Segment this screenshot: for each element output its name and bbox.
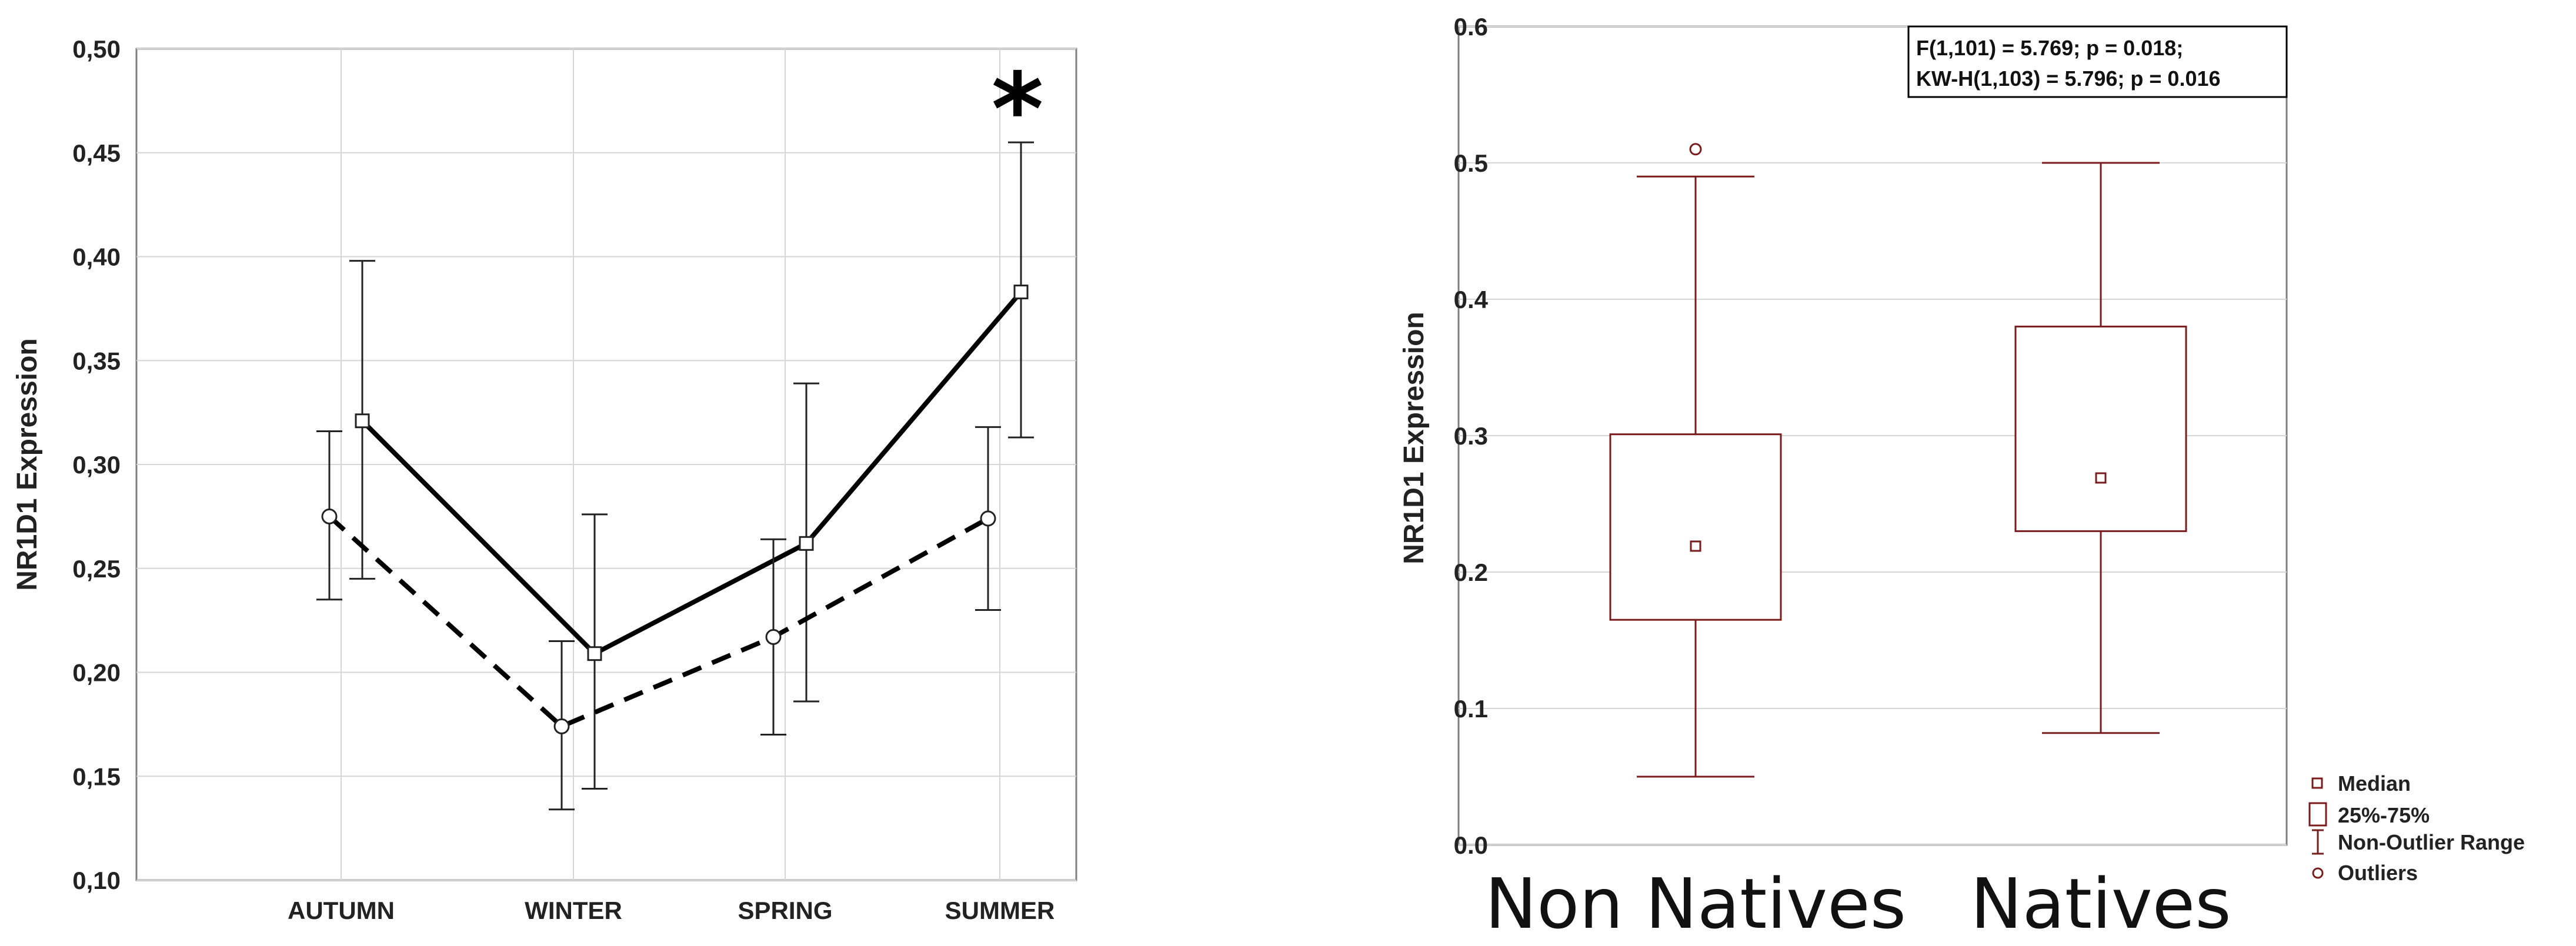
right-y-tick-label: 0.6	[1454, 13, 1488, 41]
right-grid	[1459, 26, 2287, 845]
left-y-tick-label: 0,50	[72, 35, 121, 63]
legend-quartile-label: 25%-75%	[2338, 803, 2430, 827]
left-y-axis-label: NR1D1 Expression	[12, 338, 43, 591]
series-line-dashed	[328, 514, 989, 729]
legend-range-label: Non-Outlier Range	[2338, 830, 2525, 854]
right-y-tick-label: 0.0	[1454, 831, 1488, 859]
stats-line-kruskal: KW-H(1,103) = 5.796; p = 0.016	[1916, 66, 2221, 91]
outlier-point	[1689, 143, 1702, 156]
left-y-tick-label: 0,40	[72, 243, 121, 271]
data-point-circle	[553, 718, 570, 734]
right-x-tick-label: Non Natives	[1485, 863, 1906, 944]
left-y-tick-label: 0,25	[72, 555, 121, 583]
left-x-tick-label: SUMMER	[945, 897, 1055, 924]
iqr-box	[1609, 433, 1782, 621]
legend-median-label: Median	[2338, 771, 2411, 795]
data-point-square	[799, 536, 814, 551]
left-y-tick-label: 0,10	[72, 867, 121, 894]
box-2	[2014, 162, 2187, 734]
median-marker	[2095, 472, 2107, 484]
left-series-layer	[316, 141, 1034, 811]
legend-outlier-label: Outliers	[2338, 861, 2418, 885]
right-y-axis-label: NR1D1 Expression	[1399, 312, 1430, 564]
stats-annotation-box: F(1,101) = 5.769; p = 0.018; KW-H(1,103)…	[1907, 25, 2288, 98]
left-y-tick-label: 0,20	[72, 659, 121, 687]
right-x-tick-label: Natives	[1970, 863, 2231, 944]
right-y-tick-label: 0.1	[1454, 695, 1488, 723]
data-point-circle	[980, 510, 996, 527]
data-point-circle	[765, 629, 782, 645]
series-solid	[349, 141, 1034, 790]
right-y-tick-label: 0.2	[1454, 559, 1488, 586]
legend-outlier-symbol	[2312, 867, 2324, 879]
box-plot-chart: 0.0 0.1 0.2 0.3 0.4 0.5 0.6 Non Natives Natives…	[1399, 13, 2525, 944]
left-y-tick-label: 0,45	[72, 139, 121, 167]
legend-median-symbol	[2311, 777, 2323, 789]
right-y-tick-labels: 0.0 0.1 0.2 0.3 0.4 0.5 0.6	[1454, 13, 1489, 859]
data-point-square	[355, 413, 370, 429]
left-grid	[136, 48, 1076, 881]
box-1	[1609, 143, 1782, 778]
left-y-tick-label: 0,15	[72, 763, 121, 790]
left-x-tick-label: SPRING	[738, 897, 832, 924]
data-point-square	[587, 646, 602, 661]
right-y-tick-label: 0.5	[1454, 149, 1488, 177]
right-x-tick-labels: Non Natives Natives	[1485, 863, 2231, 944]
seasonal-line-chart: 0,10 0,15 0,20 0,25 0,30 0,35 0,40 0,45 0,50 AUT…	[12, 35, 1077, 924]
legend-quartile-symbol	[2308, 802, 2327, 827]
left-y-tick-label: 0,30	[72, 451, 121, 479]
series-line-solid	[361, 290, 1023, 656]
stats-line-anova: F(1,101) = 5.769; p = 0.018;	[1916, 36, 2183, 60]
data-point-circle	[321, 508, 338, 524]
stats-box-frame	[1907, 25, 2288, 98]
data-point-square	[1013, 285, 1029, 300]
right-y-tick-label: 0.4	[1454, 286, 1489, 313]
right-box-layer	[1609, 143, 2187, 778]
significance-asterisk: *	[992, 52, 1044, 168]
left-y-tick-label: 0,35	[72, 347, 121, 375]
median-marker	[1690, 540, 1701, 552]
right-y-tick-label: 0.3	[1454, 422, 1488, 450]
left-y-tick-labels: 0,10 0,15 0,20 0,25 0,30 0,35 0,40 0,45 0,50	[72, 35, 121, 894]
legend-range-symbol	[2312, 829, 2324, 855]
left-x-tick-label: AUTUMN	[288, 897, 395, 924]
left-x-tick-labels: AUTUMN WINTER SPRING SUMMER	[288, 897, 1055, 924]
iqr-box	[2014, 325, 2187, 532]
series-dashed	[316, 426, 1001, 811]
left-x-tick-label: WINTER	[525, 897, 622, 924]
box-legend: Median 25%-75% Non-Outlier Range Outlier…	[2308, 771, 2525, 885]
